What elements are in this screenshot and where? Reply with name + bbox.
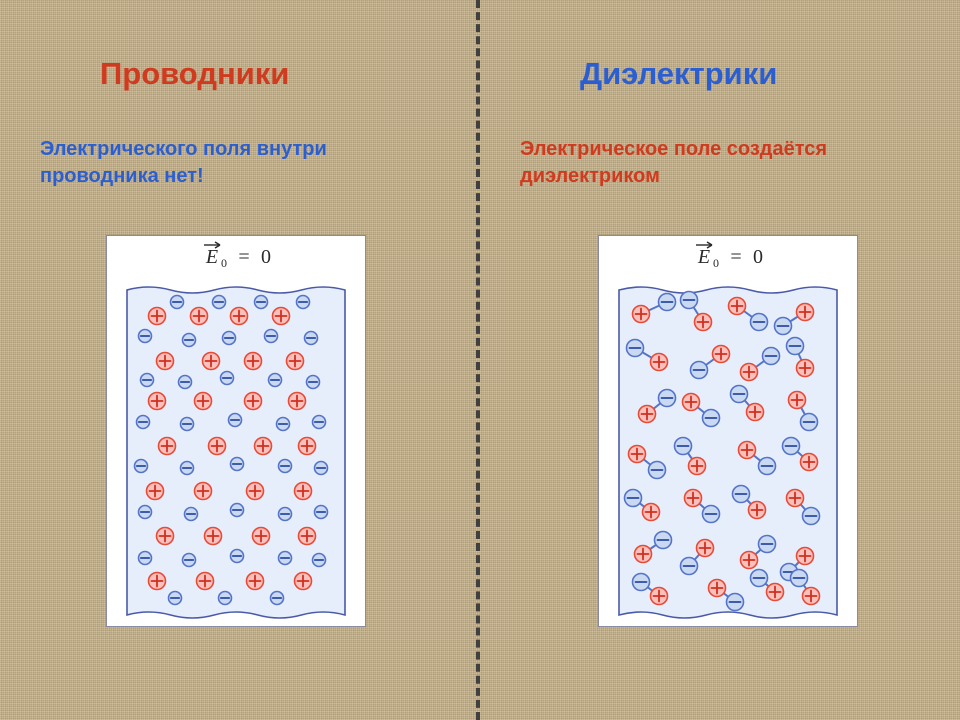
heading-dielectrics: Диэлектрики: [580, 56, 777, 92]
svg-text:E: E: [697, 246, 710, 268]
heading-conductors: Проводники: [100, 56, 289, 92]
conductor-diagram: E0=0: [107, 236, 365, 626]
svg-text:0: 0: [753, 246, 763, 268]
svg-text:E: E: [205, 246, 218, 268]
dielectric-diagram: E0=0: [599, 236, 857, 626]
subheading-dielectrics: Электрическое поле создаётся диэлектрико…: [520, 136, 827, 190]
svg-text:0: 0: [261, 246, 271, 268]
subheading-conductors: Электрического поля внутри проводника не…: [40, 136, 327, 190]
figure-conductor: E0=0: [106, 235, 366, 627]
vertical-divider: [476, 0, 480, 720]
svg-text:0: 0: [713, 256, 719, 270]
figure-dielectric: E0=0: [598, 235, 858, 627]
svg-text:0: 0: [221, 256, 227, 270]
svg-text:=: =: [238, 246, 249, 268]
svg-text:=: =: [730, 246, 741, 268]
